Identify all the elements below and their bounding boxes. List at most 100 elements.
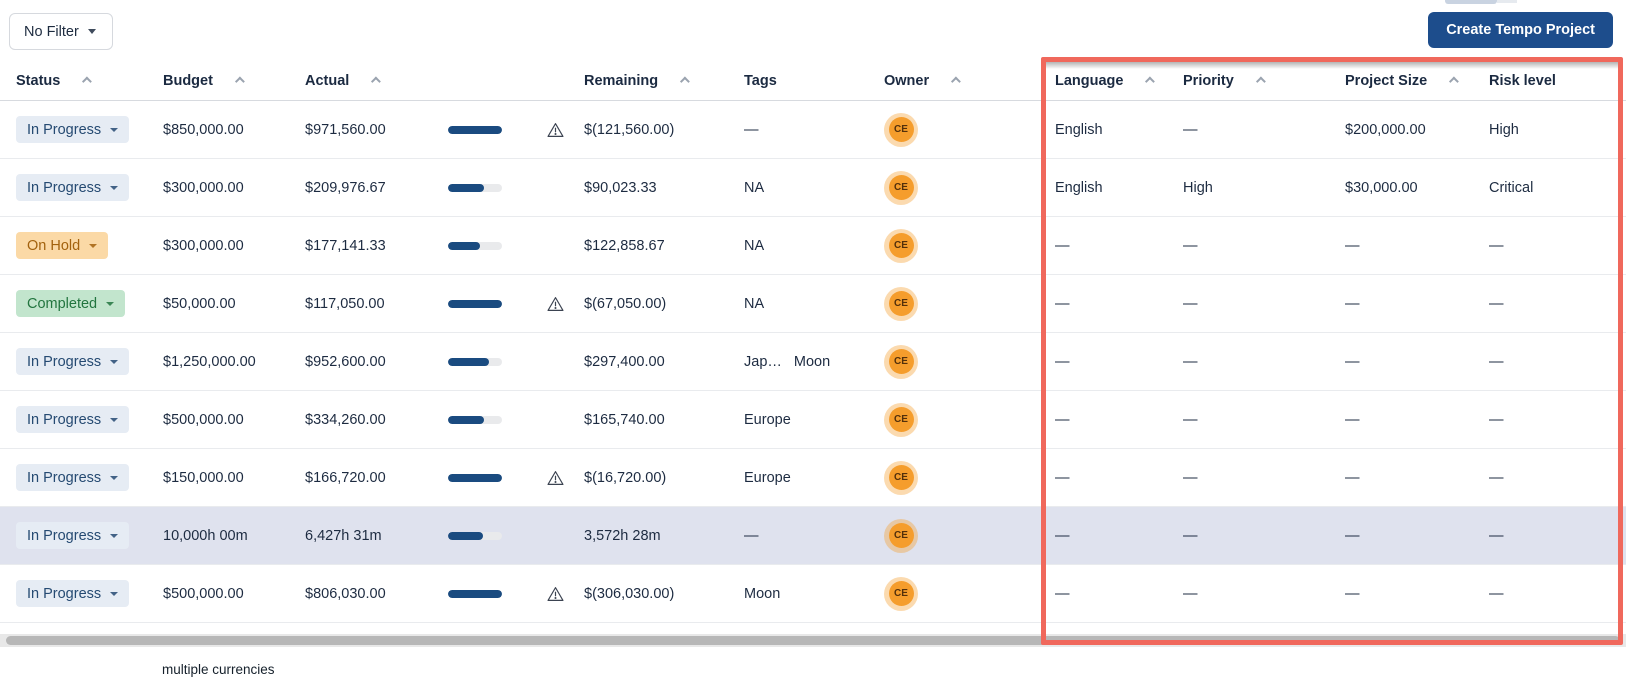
progress-bar (448, 299, 502, 308)
sort-chevron-up-icon[interactable] (371, 76, 382, 86)
owner-avatar[interactable]: CE (884, 460, 918, 495)
project-size-value: — (1345, 585, 1360, 602)
owner-avatar[interactable]: CE (884, 576, 918, 611)
progress-bar-fill (448, 357, 490, 366)
caret-down-icon (110, 591, 119, 596)
language-value: — (1055, 527, 1070, 544)
language-value: — (1055, 411, 1070, 428)
sort-chevron-up-icon[interactable] (951, 76, 961, 86)
status-badge[interactable]: In Progress (16, 348, 130, 375)
remaining-cell: $(121,560.00) (584, 122, 744, 138)
status-badge[interactable]: In Progress (16, 174, 130, 201)
tags-cell: — (744, 528, 884, 544)
table-row[interactable]: Completed $50,000.00 $117,050.00 $(67,050.0… (0, 275, 1626, 333)
owner-cell: CE (884, 228, 1055, 263)
sort-chevron-up-icon[interactable] (680, 76, 690, 86)
status-label: On Hold (27, 237, 81, 254)
table-row[interactable]: In Progress $500,000.00 $334,260.00 $165,74… (0, 391, 1626, 449)
caret-down-icon (110, 417, 119, 422)
project-size-cell: $30,000.00 (1345, 180, 1489, 196)
risk-level-cell: — (1489, 412, 1626, 428)
column-header-status[interactable]: Status (16, 73, 163, 89)
tag-label: Jap… (744, 353, 782, 370)
progress-bar-fill (448, 415, 485, 424)
sort-chevron-up-icon[interactable] (1255, 76, 1266, 86)
budget-cell: $1,250,000.00 (163, 354, 305, 370)
status-badge[interactable]: On Hold (16, 232, 109, 259)
progress-cell (448, 531, 547, 540)
language-value: — (1055, 237, 1070, 254)
priority-cell: — (1183, 354, 1345, 370)
column-header-project_size[interactable]: Project Size (1345, 73, 1489, 89)
progress-bar (448, 415, 502, 424)
project-size-value: $200,000.00 (1345, 121, 1426, 138)
column-header-priority[interactable]: Priority (1183, 73, 1345, 89)
progress-cell (448, 241, 547, 250)
sort-chevron-up-icon[interactable] (1145, 76, 1156, 86)
column-header-label: Status (16, 73, 61, 89)
actual-cell: 6,427h 31m (305, 528, 448, 544)
filter-dropdown-button[interactable]: No Filter (9, 13, 113, 50)
owner-avatar[interactable]: CE (884, 518, 918, 553)
owner-avatar[interactable]: CE (884, 344, 918, 379)
table-row[interactable]: In Progress $1,250,000.00 $952,600.00 $297,… (0, 333, 1626, 391)
actual-value: 6,427h 31m (305, 527, 382, 544)
status-cell: In Progress (16, 580, 163, 607)
owner-avatar[interactable]: CE (884, 402, 918, 437)
tags-cell: — (744, 122, 884, 138)
sort-chevron-up-icon[interactable] (234, 76, 245, 86)
column-header-remaining[interactable]: Remaining (584, 73, 744, 89)
status-cell: In Progress (16, 116, 163, 143)
owner-avatar[interactable]: CE (884, 170, 918, 205)
remaining-cell: $(67,050.00) (584, 296, 744, 312)
warning-cell (547, 586, 584, 602)
caret-down-icon (110, 359, 119, 364)
owner-avatar[interactable]: CE (884, 112, 918, 147)
status-badge[interactable]: In Progress (16, 464, 130, 491)
column-header-tags: Tags (744, 73, 884, 89)
remaining-cell: $(16,720.00) (584, 470, 744, 486)
remaining-value: $297,400.00 (584, 353, 665, 370)
status-badge[interactable]: Completed (16, 290, 126, 317)
status-label: In Progress (27, 353, 102, 370)
table-row[interactable]: In Progress 10,000h 00m 6,427h 31m 3,572h 2… (0, 507, 1626, 565)
owner-avatar[interactable]: CE (884, 228, 918, 263)
status-badge[interactable]: In Progress (16, 522, 130, 549)
sort-chevron-up-icon[interactable] (82, 76, 93, 86)
project-size-value: — (1345, 411, 1360, 428)
status-badge[interactable]: In Progress (16, 116, 130, 143)
status-label: In Progress (27, 527, 102, 544)
column-header-owner[interactable]: Owner (884, 73, 1055, 89)
table-row[interactable]: In Progress $150,000.00 $166,720.00 $(16,72… (0, 449, 1626, 507)
tags-cell: NA (744, 180, 884, 196)
caret-down-icon (110, 533, 119, 538)
horizontal-scrollbar-thumb[interactable] (6, 636, 1620, 645)
table-row[interactable]: In Progress $850,000.00 $971,560.00 $(121,5… (0, 101, 1626, 159)
actual-cell: $117,050.00 (305, 296, 448, 312)
status-badge[interactable]: In Progress (16, 406, 130, 433)
language-value: — (1055, 353, 1070, 370)
table-row[interactable]: In Progress $300,000.00 $209,976.67 $90,023… (0, 159, 1626, 217)
column-header-language[interactable]: Language (1055, 73, 1183, 89)
progress-cell (448, 415, 547, 424)
remaining-value: 3,572h 28m (584, 527, 661, 544)
priority-value: — (1183, 411, 1198, 428)
table-row[interactable]: On Hold $300,000.00 $177,141.33 $122,858.67… (0, 217, 1626, 275)
priority-cell: — (1183, 412, 1345, 428)
create-tempo-project-button[interactable]: Create Tempo Project (1428, 12, 1613, 48)
budget-cell: $500,000.00 (163, 586, 305, 602)
column-header-actual[interactable]: Actual (305, 73, 448, 89)
priority-value: — (1183, 527, 1198, 544)
actual-cell: $177,141.33 (305, 238, 448, 254)
sort-chevron-up-icon[interactable] (1449, 76, 1460, 86)
horizontal-scrollbar[interactable] (0, 634, 1626, 647)
tag-label: NA (744, 237, 765, 254)
status-badge[interactable]: In Progress (16, 580, 130, 607)
owner-avatar[interactable]: CE (884, 286, 918, 321)
remaining-cell: $297,400.00 (584, 354, 744, 370)
budget-cell: 10,000h 00m (163, 528, 305, 544)
column-header-budget[interactable]: Budget (163, 73, 305, 89)
column-header-risk_level: Risk level (1489, 73, 1626, 89)
table-row[interactable]: In Progress $500,000.00 $806,030.00 $(306,0… (0, 565, 1626, 623)
owner-cell: CE (884, 518, 1055, 553)
